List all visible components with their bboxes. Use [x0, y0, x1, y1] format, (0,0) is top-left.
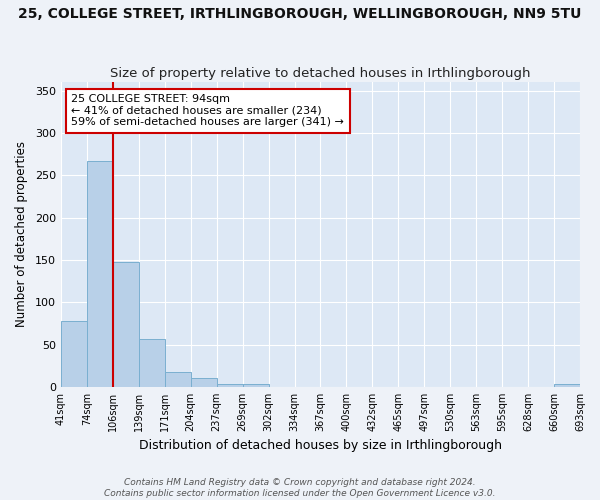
Bar: [217, 384, 242, 387]
Text: 25 COLLEGE STREET: 94sqm
← 41% of detached houses are smaller (234)
59% of semi-: 25 COLLEGE STREET: 94sqm ← 41% of detach…: [71, 94, 344, 128]
Text: 25, COLLEGE STREET, IRTHLINGBOROUGH, WELLINGBOROUGH, NN9 5TU: 25, COLLEGE STREET, IRTHLINGBOROUGH, WEL…: [19, 8, 581, 22]
Bar: [165, 372, 191, 387]
Y-axis label: Number of detached properties: Number of detached properties: [15, 142, 28, 328]
Bar: [61, 321, 87, 387]
Bar: [87, 161, 113, 387]
Bar: [242, 384, 269, 387]
Text: Contains HM Land Registry data © Crown copyright and database right 2024.
Contai: Contains HM Land Registry data © Crown c…: [104, 478, 496, 498]
X-axis label: Distribution of detached houses by size in Irthlingborough: Distribution of detached houses by size …: [139, 440, 502, 452]
Bar: [113, 262, 139, 387]
Bar: [139, 338, 165, 387]
Bar: [191, 378, 217, 387]
Bar: [554, 384, 580, 387]
Title: Size of property relative to detached houses in Irthlingborough: Size of property relative to detached ho…: [110, 66, 531, 80]
